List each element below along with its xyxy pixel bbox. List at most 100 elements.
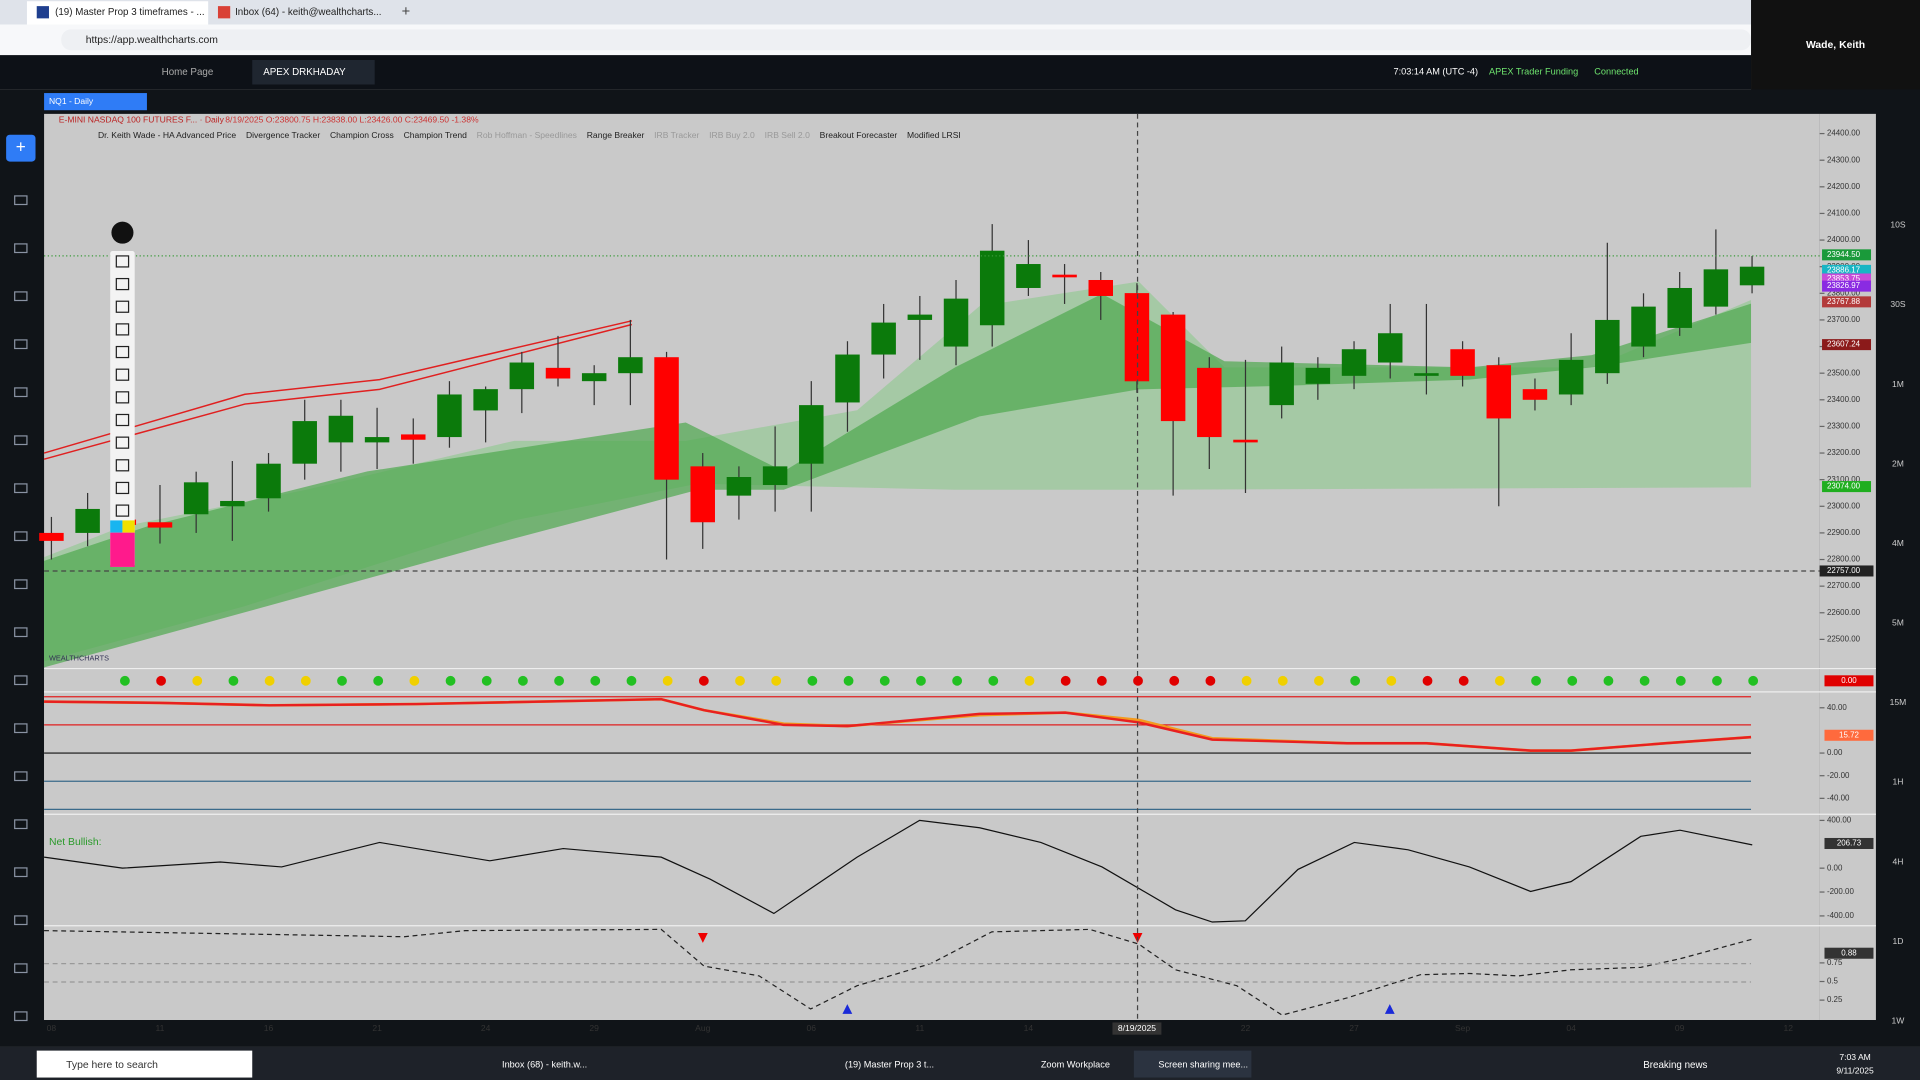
candle-body (835, 354, 860, 403)
timeframe[interactable]: 1H (1892, 777, 1903, 787)
candle-body (799, 405, 824, 464)
app-tab[interactable]: APEX DRKHADAY (263, 67, 346, 78)
signal-dot (1241, 675, 1252, 686)
search-box[interactable] (36, 1050, 253, 1078)
candle-body (1595, 319, 1620, 374)
indicator-name[interactable]: Champion Trend (404, 130, 468, 140)
net-bullish: Net Bullish: (49, 837, 102, 848)
candle-body (1522, 389, 1548, 400)
add-button[interactable] (6, 134, 36, 162)
timeframe[interactable]: 4M (1892, 538, 1904, 548)
x-tick-label: 21 (372, 1023, 382, 1033)
clock: 7:03:14 AM (UTC -4) (1393, 67, 1478, 77)
y-tick-label: 400.00 (1827, 815, 1852, 824)
timeframe[interactable]: 1D (1892, 936, 1903, 946)
tool-icon (14, 483, 28, 494)
pin[interactable] (111, 221, 134, 244)
candle-body (545, 367, 571, 379)
signal-dot (1422, 675, 1433, 686)
draw-tool-icon (115, 481, 130, 495)
timeframe[interactable]: 5M (1892, 618, 1904, 628)
price-tag-label: 23607.24 (1827, 340, 1861, 349)
indicator-name[interactable]: Dr. Keith Wade - HA Advanced Price (98, 130, 236, 140)
value-tag-label: 206.73 (1837, 839, 1862, 848)
price-tag-label: 23944.50 (1827, 250, 1861, 259)
app-tab[interactable]: Home Page (162, 67, 214, 78)
draw-tool-icon (115, 255, 130, 268)
video-tile (1751, 0, 1920, 92)
indicator-name[interactable]: IRB Sell 2.0 (765, 130, 810, 140)
timeframe[interactable]: 10S (1890, 220, 1906, 230)
timeframe[interactable]: 1W (1892, 1015, 1906, 1025)
taskbar-app[interactable]: Inbox (68) - keith.w... (502, 1060, 587, 1070)
candle-body (39, 532, 64, 541)
active-tab[interactable] (26, 1, 209, 25)
tab-title[interactable]: (19) Master Prop 3 timeframes - ... (55, 7, 204, 18)
candle-body (1703, 269, 1729, 307)
candle-body (401, 434, 426, 440)
url[interactable]: https://app.wealthcharts.com (86, 35, 218, 46)
new-tab[interactable]: + (402, 4, 411, 20)
taskbar-app[interactable]: Screen sharing mee... (1158, 1060, 1248, 1070)
taskbar-app[interactable]: (19) Master Prop 3 t... (845, 1060, 934, 1070)
indicator-name[interactable]: Rob Hoffman - Speedlines (477, 130, 577, 140)
indicator-name[interactable]: Modified LRSI (907, 130, 961, 140)
value-tag (1824, 837, 1874, 849)
timeframe[interactable]: 1M (1892, 379, 1904, 389)
buy-arrow (1384, 1004, 1395, 1014)
url-field[interactable] (61, 29, 1752, 51)
timeframe[interactable]: 2M (1892, 458, 1904, 468)
taskbar-app[interactable]: Zoom Workplace (1041, 1060, 1110, 1070)
signal-dot (409, 675, 420, 686)
y-tick-label: 22700.00 (1827, 581, 1861, 590)
y-tick-label: 23300.00 (1827, 422, 1861, 431)
y-tick-label: 23500.00 (1827, 368, 1861, 377)
candle-body (1197, 367, 1222, 438)
signal-dot (1350, 675, 1361, 686)
crosshair-price: 22757.00 (1827, 566, 1861, 575)
color-swatch[interactable] (110, 532, 135, 567)
draw-tool-icon (115, 277, 130, 291)
y-tick-label: 24400.00 (1827, 129, 1861, 138)
draw-tool-icon (115, 413, 130, 427)
tab-title[interactable]: Inbox (64) - keith@wealthcharts... (235, 7, 381, 18)
price-tag-label: 23886.17 (1827, 265, 1861, 274)
indicator-name[interactable]: IRB Buy 2.0 (709, 130, 755, 140)
signal-dot (1531, 675, 1541, 686)
signal-dot (735, 675, 745, 686)
news[interactable]: Breaking news (1643, 1060, 1707, 1071)
timeframe[interactable]: 4H (1892, 856, 1903, 866)
search-placeholder[interactable]: Type here to search (66, 1060, 158, 1071)
value-tag (1824, 675, 1874, 687)
symbol-tab[interactable]: NQ1 - Daily (49, 96, 94, 106)
signal-dot (228, 675, 239, 686)
timeframe[interactable]: 30S (1890, 299, 1906, 309)
signal-dot (1024, 675, 1035, 686)
candle-body (220, 500, 245, 507)
signal-dot (192, 675, 203, 686)
oscillator-line (43, 819, 1753, 923)
value-tag-label: 0.88 (1841, 948, 1857, 957)
y-tick-label: 23400.00 (1827, 395, 1861, 404)
signal-dot (662, 675, 673, 686)
indicator-name[interactable]: Range Breaker (587, 130, 645, 140)
signal-dot (554, 675, 564, 686)
trend-line (43, 320, 633, 454)
color-swatch[interactable] (122, 520, 135, 533)
drawing-toolbar (110, 251, 135, 567)
price-tag-label: 23074.00 (1827, 482, 1861, 491)
tool-icon (14, 243, 28, 254)
color-swatch[interactable] (110, 520, 123, 533)
timeframe[interactable]: 15M (1890, 697, 1907, 707)
indicator-name[interactable]: Champion Cross (330, 130, 394, 140)
y-tick-label: 22500.00 (1827, 634, 1861, 643)
candle-body (183, 482, 209, 515)
sell-arrow (697, 933, 708, 943)
tool-icon (14, 963, 28, 974)
indicator-name[interactable]: Divergence Tracker (246, 130, 320, 140)
buy-arrow (842, 1004, 853, 1014)
indicator-name[interactable]: IRB Tracker (654, 130, 699, 140)
signal-dot (952, 675, 963, 686)
y-tick-label: 23800.00 (1827, 288, 1861, 297)
indicator-name[interactable]: Breakout Forecaster (820, 130, 898, 140)
